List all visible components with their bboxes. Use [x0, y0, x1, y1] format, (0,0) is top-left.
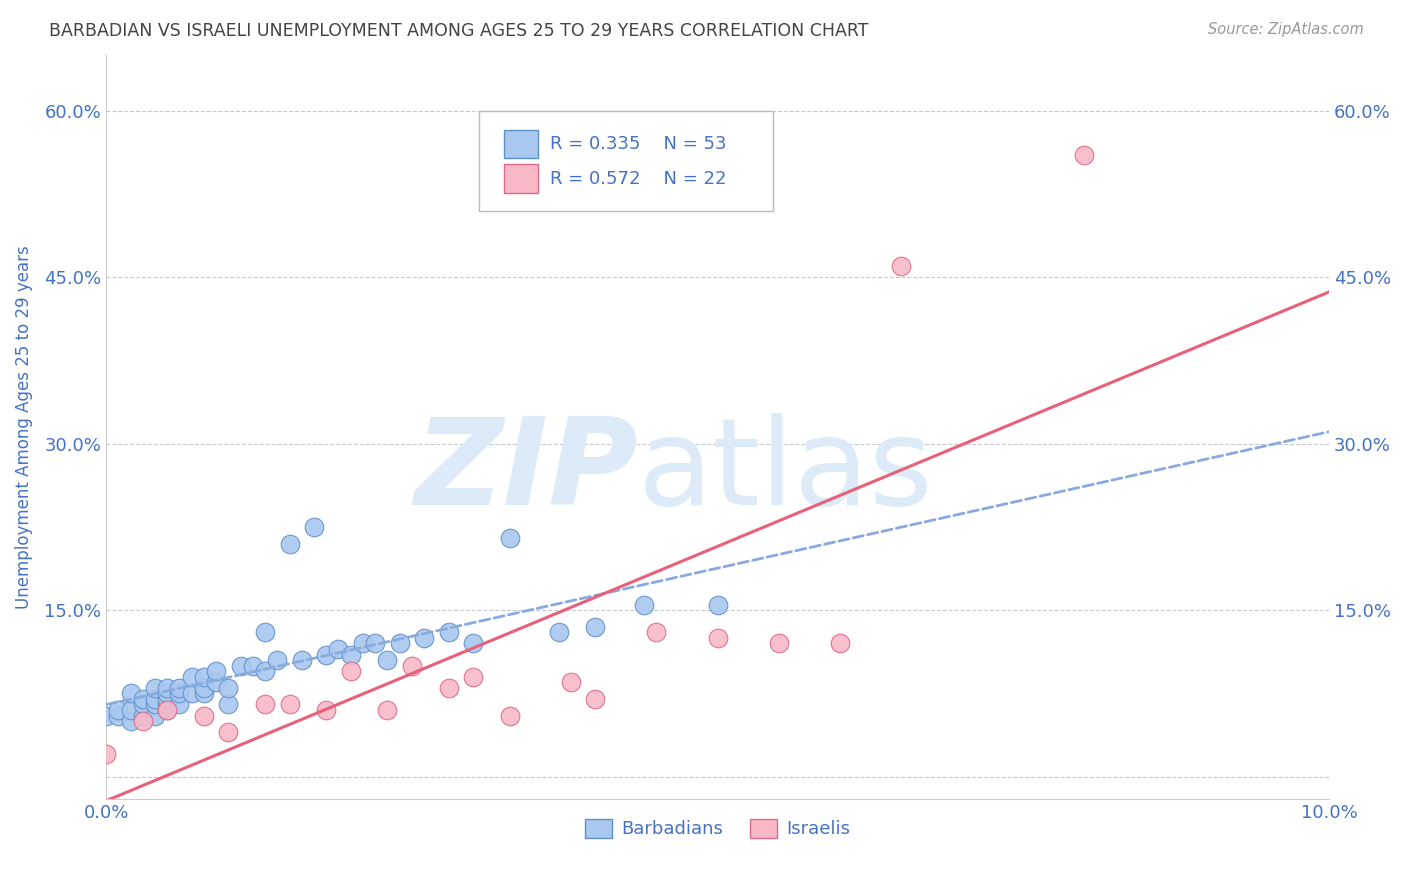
Point: [254, 664, 277, 678]
Point: [180, 686, 202, 700]
Point: [315, 648, 337, 662]
Text: R = 0.572    N = 22: R = 0.572 N = 22: [550, 169, 727, 187]
Point: [339, 664, 361, 678]
Point: [107, 708, 129, 723]
Point: [193, 681, 215, 695]
Point: [229, 658, 252, 673]
Point: [132, 714, 155, 728]
Point: [645, 625, 668, 640]
Point: [143, 708, 166, 723]
Point: [1073, 148, 1095, 162]
Point: [193, 686, 215, 700]
Text: BARBADIAN VS ISRAELI UNEMPLOYMENT AMONG AGES 25 TO 29 YEARS CORRELATION CHART: BARBADIAN VS ISRAELI UNEMPLOYMENT AMONG …: [49, 22, 869, 40]
Point: [315, 703, 337, 717]
Point: [254, 698, 277, 712]
Text: ZIP: ZIP: [415, 413, 638, 530]
Point: [706, 631, 728, 645]
Point: [143, 692, 166, 706]
Text: R = 0.335    N = 53: R = 0.335 N = 53: [550, 135, 727, 153]
Point: [302, 520, 325, 534]
Point: [364, 636, 387, 650]
Legend: Barbadians, Israelis: Barbadians, Israelis: [578, 812, 858, 846]
Point: [217, 698, 239, 712]
Point: [156, 681, 179, 695]
Point: [413, 631, 436, 645]
Point: [120, 703, 142, 717]
Point: [180, 670, 202, 684]
Point: [339, 648, 361, 662]
Point: [498, 531, 520, 545]
Y-axis label: Unemployment Among Ages 25 to 29 years: Unemployment Among Ages 25 to 29 years: [15, 245, 32, 609]
Point: [94, 708, 117, 723]
Point: [94, 747, 117, 762]
FancyBboxPatch shape: [503, 129, 537, 158]
Point: [291, 653, 314, 667]
Point: [437, 625, 460, 640]
Point: [156, 686, 179, 700]
Point: [706, 598, 728, 612]
Point: [401, 658, 423, 673]
Point: [169, 686, 191, 700]
Text: Source: ZipAtlas.com: Source: ZipAtlas.com: [1208, 22, 1364, 37]
Point: [461, 636, 484, 650]
Point: [254, 625, 277, 640]
Point: [217, 681, 239, 695]
Point: [156, 703, 179, 717]
Point: [143, 681, 166, 695]
Point: [156, 698, 179, 712]
Point: [132, 692, 155, 706]
Point: [583, 620, 606, 634]
Point: [242, 658, 264, 673]
FancyBboxPatch shape: [503, 164, 537, 193]
Point: [132, 708, 155, 723]
Point: [768, 636, 790, 650]
Point: [205, 664, 228, 678]
Point: [583, 692, 606, 706]
Point: [560, 675, 582, 690]
Point: [633, 598, 655, 612]
Point: [193, 708, 215, 723]
Point: [143, 698, 166, 712]
Point: [120, 714, 142, 728]
Point: [461, 670, 484, 684]
Point: [388, 636, 411, 650]
Text: atlas: atlas: [638, 413, 934, 530]
Point: [377, 653, 399, 667]
Point: [169, 681, 191, 695]
Point: [120, 686, 142, 700]
Point: [266, 653, 288, 667]
Point: [156, 703, 179, 717]
Point: [278, 536, 301, 550]
Point: [132, 698, 155, 712]
Point: [377, 703, 399, 717]
Point: [278, 698, 301, 712]
FancyBboxPatch shape: [479, 111, 772, 211]
Point: [169, 698, 191, 712]
Point: [498, 708, 520, 723]
Point: [352, 636, 374, 650]
Point: [547, 625, 569, 640]
Point: [156, 692, 179, 706]
Point: [328, 642, 350, 657]
Point: [205, 675, 228, 690]
Point: [217, 725, 239, 739]
Point: [828, 636, 851, 650]
Point: [107, 703, 129, 717]
Point: [437, 681, 460, 695]
Point: [193, 670, 215, 684]
Point: [890, 259, 912, 273]
